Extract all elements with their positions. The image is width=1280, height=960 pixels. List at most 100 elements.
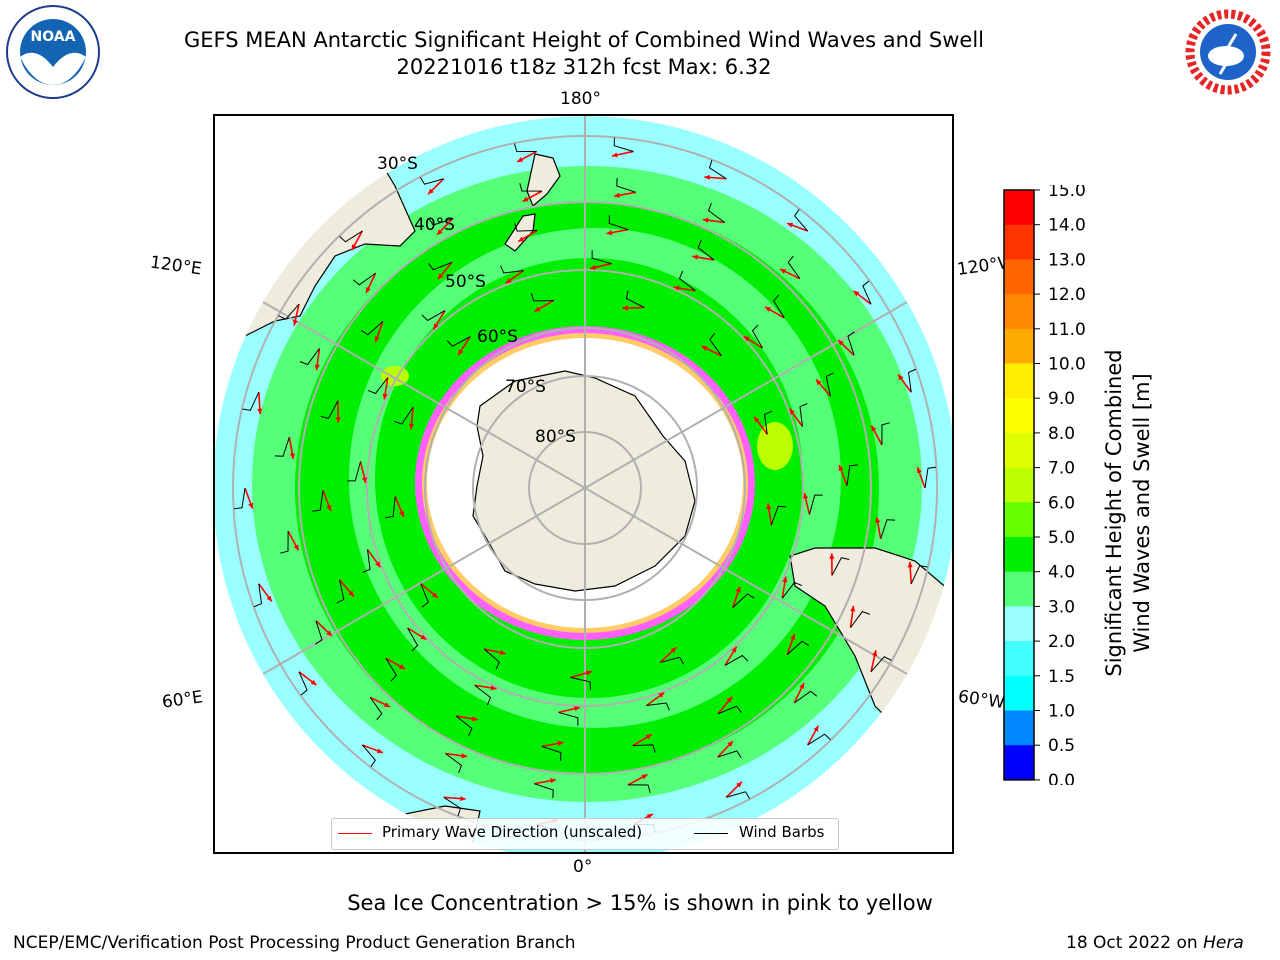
wind-barb [850, 610, 871, 628]
wave-arrowhead [399, 664, 405, 670]
lat-label-60s: 60°S [477, 327, 518, 347]
wind-barb [500, 265, 524, 274]
colorbar-swatch [1004, 571, 1034, 607]
wave-arrowhead [701, 346, 708, 351]
wave-arrowhead [383, 702, 390, 707]
wind-barb [446, 336, 471, 347]
lat-label-70s: 70°S [505, 377, 546, 397]
wave-arrowhead [348, 590, 354, 597]
noaa-logo-text: NOAA [31, 29, 76, 45]
colorbar-swatch [1004, 398, 1034, 434]
polar-map: 30°S 40°S 50°S 60°S 70°S 80°S [215, 116, 952, 852]
wave-arrowhead [585, 670, 592, 676]
wind-barb [625, 290, 645, 308]
wave-arrowhead [534, 306, 541, 312]
colorbar-tick-label: 12.0 [1048, 285, 1086, 305]
chart-title: GEFS MEAN Antarctic Significant Height o… [183, 28, 985, 52]
wave-arrowhead [787, 222, 794, 228]
colorbar-swatch [1004, 745, 1034, 781]
colorbar: 15.0 14.0 13.0 12.0 11.0 10.0 9.0 8.0 7.0 6.0 5.0 4… [1003, 185, 1086, 785]
wind-barb [608, 215, 629, 231]
wave-arrowhead [499, 649, 506, 656]
wind-barb [369, 697, 383, 721]
noaa-logo: NOAA [6, 5, 100, 99]
wave-arrowhead [557, 740, 564, 746]
wind-barb [770, 505, 787, 526]
wind-barb [880, 519, 895, 539]
wind-barb [678, 270, 696, 292]
colorbar-swatch [1004, 432, 1034, 469]
wind-barb [924, 466, 936, 489]
wave-arrowhead [735, 586, 741, 593]
wind-barb [613, 137, 634, 152]
colorbar-tick-label: 1.0 [1048, 702, 1075, 722]
wave-arrowhead [257, 408, 263, 415]
wind-barb [253, 583, 263, 608]
wind-barb [628, 784, 651, 793]
colorbar-swatch [1004, 675, 1034, 711]
wind-barb [794, 208, 809, 232]
wind-barb [808, 494, 823, 515]
wind-barb [709, 332, 722, 357]
wave-arrowhead [907, 561, 913, 568]
colorbar-tick-label: 7.0 [1048, 459, 1075, 479]
wave-arrowhead [754, 416, 760, 423]
footer-branch: NCEP/EMC/Verification Post Processing Pr… [13, 933, 576, 953]
colorbar-tick-label: 5.0 [1048, 528, 1075, 548]
wind-barb [312, 490, 324, 512]
wind-barb [419, 177, 444, 185]
legend-wind-swatch [694, 833, 728, 834]
wave-arrowhead [518, 236, 525, 242]
footer-date-text: 18 Oct 2022 on [1066, 933, 1204, 953]
colorbar-tick-label: 13.0 [1048, 250, 1086, 270]
wave-arrowhead [399, 510, 404, 517]
colorbar-tick-label: 9.0 [1048, 389, 1075, 409]
wave-arrowhead [292, 319, 298, 326]
wind-barb [278, 303, 300, 320]
wind-barb [514, 223, 538, 232]
wind-barb [234, 487, 246, 510]
wave-arrowhead [611, 152, 618, 158]
wave-arrowhead [916, 467, 922, 474]
wave-arrowhead [727, 741, 733, 747]
wave-arrowhead [838, 465, 844, 472]
wind-barb [907, 368, 917, 393]
colorbar-border [1003, 189, 1035, 781]
colorbar-title-line2: Wind Waves and Swell [m] [1130, 373, 1154, 653]
wave-arrowhead [766, 503, 772, 510]
wind-barb [275, 437, 290, 457]
wave-arrowhead [782, 576, 788, 583]
colorbar-swatch [1004, 224, 1034, 260]
wind-barb [534, 783, 554, 798]
colorbar-title: Significant Height of Combined Wind Wave… [1100, 303, 1156, 723]
colorbar-swatch [1004, 502, 1034, 538]
wave-arrowhead [726, 696, 733, 703]
wind-barb [445, 753, 463, 774]
wind-barb [831, 557, 850, 576]
wind-barb [708, 160, 727, 180]
colorbar-swatch [1004, 294, 1034, 330]
wind-barb [697, 240, 715, 261]
wind-barb [299, 348, 320, 366]
footer-machine: Hera [1203, 933, 1244, 953]
wind-barb [352, 272, 376, 286]
wind-barb [455, 715, 473, 736]
wave-arrowhead [460, 795, 466, 802]
wave-arrowhead [335, 417, 341, 423]
colorbar-title-line1: Significant Height of Combined [1102, 349, 1126, 677]
wave-arrowhead [816, 379, 822, 386]
wave-arrowhead [829, 553, 835, 559]
wind-barb [616, 178, 636, 193]
wind-barb [732, 593, 755, 608]
wind-barb [726, 791, 751, 799]
wave-arrowhead [789, 408, 795, 415]
wind-barb [632, 744, 656, 753]
wave-arrowhead [658, 692, 665, 698]
wave-arrowhead [376, 748, 383, 754]
wind-barb [847, 331, 855, 356]
wind-barb [474, 684, 492, 706]
wave-arrowhead [437, 273, 444, 280]
colorbar-tick-label: 6.0 [1048, 493, 1075, 513]
lat-label-30s: 30°S [377, 154, 418, 174]
wind-barb [807, 733, 831, 746]
